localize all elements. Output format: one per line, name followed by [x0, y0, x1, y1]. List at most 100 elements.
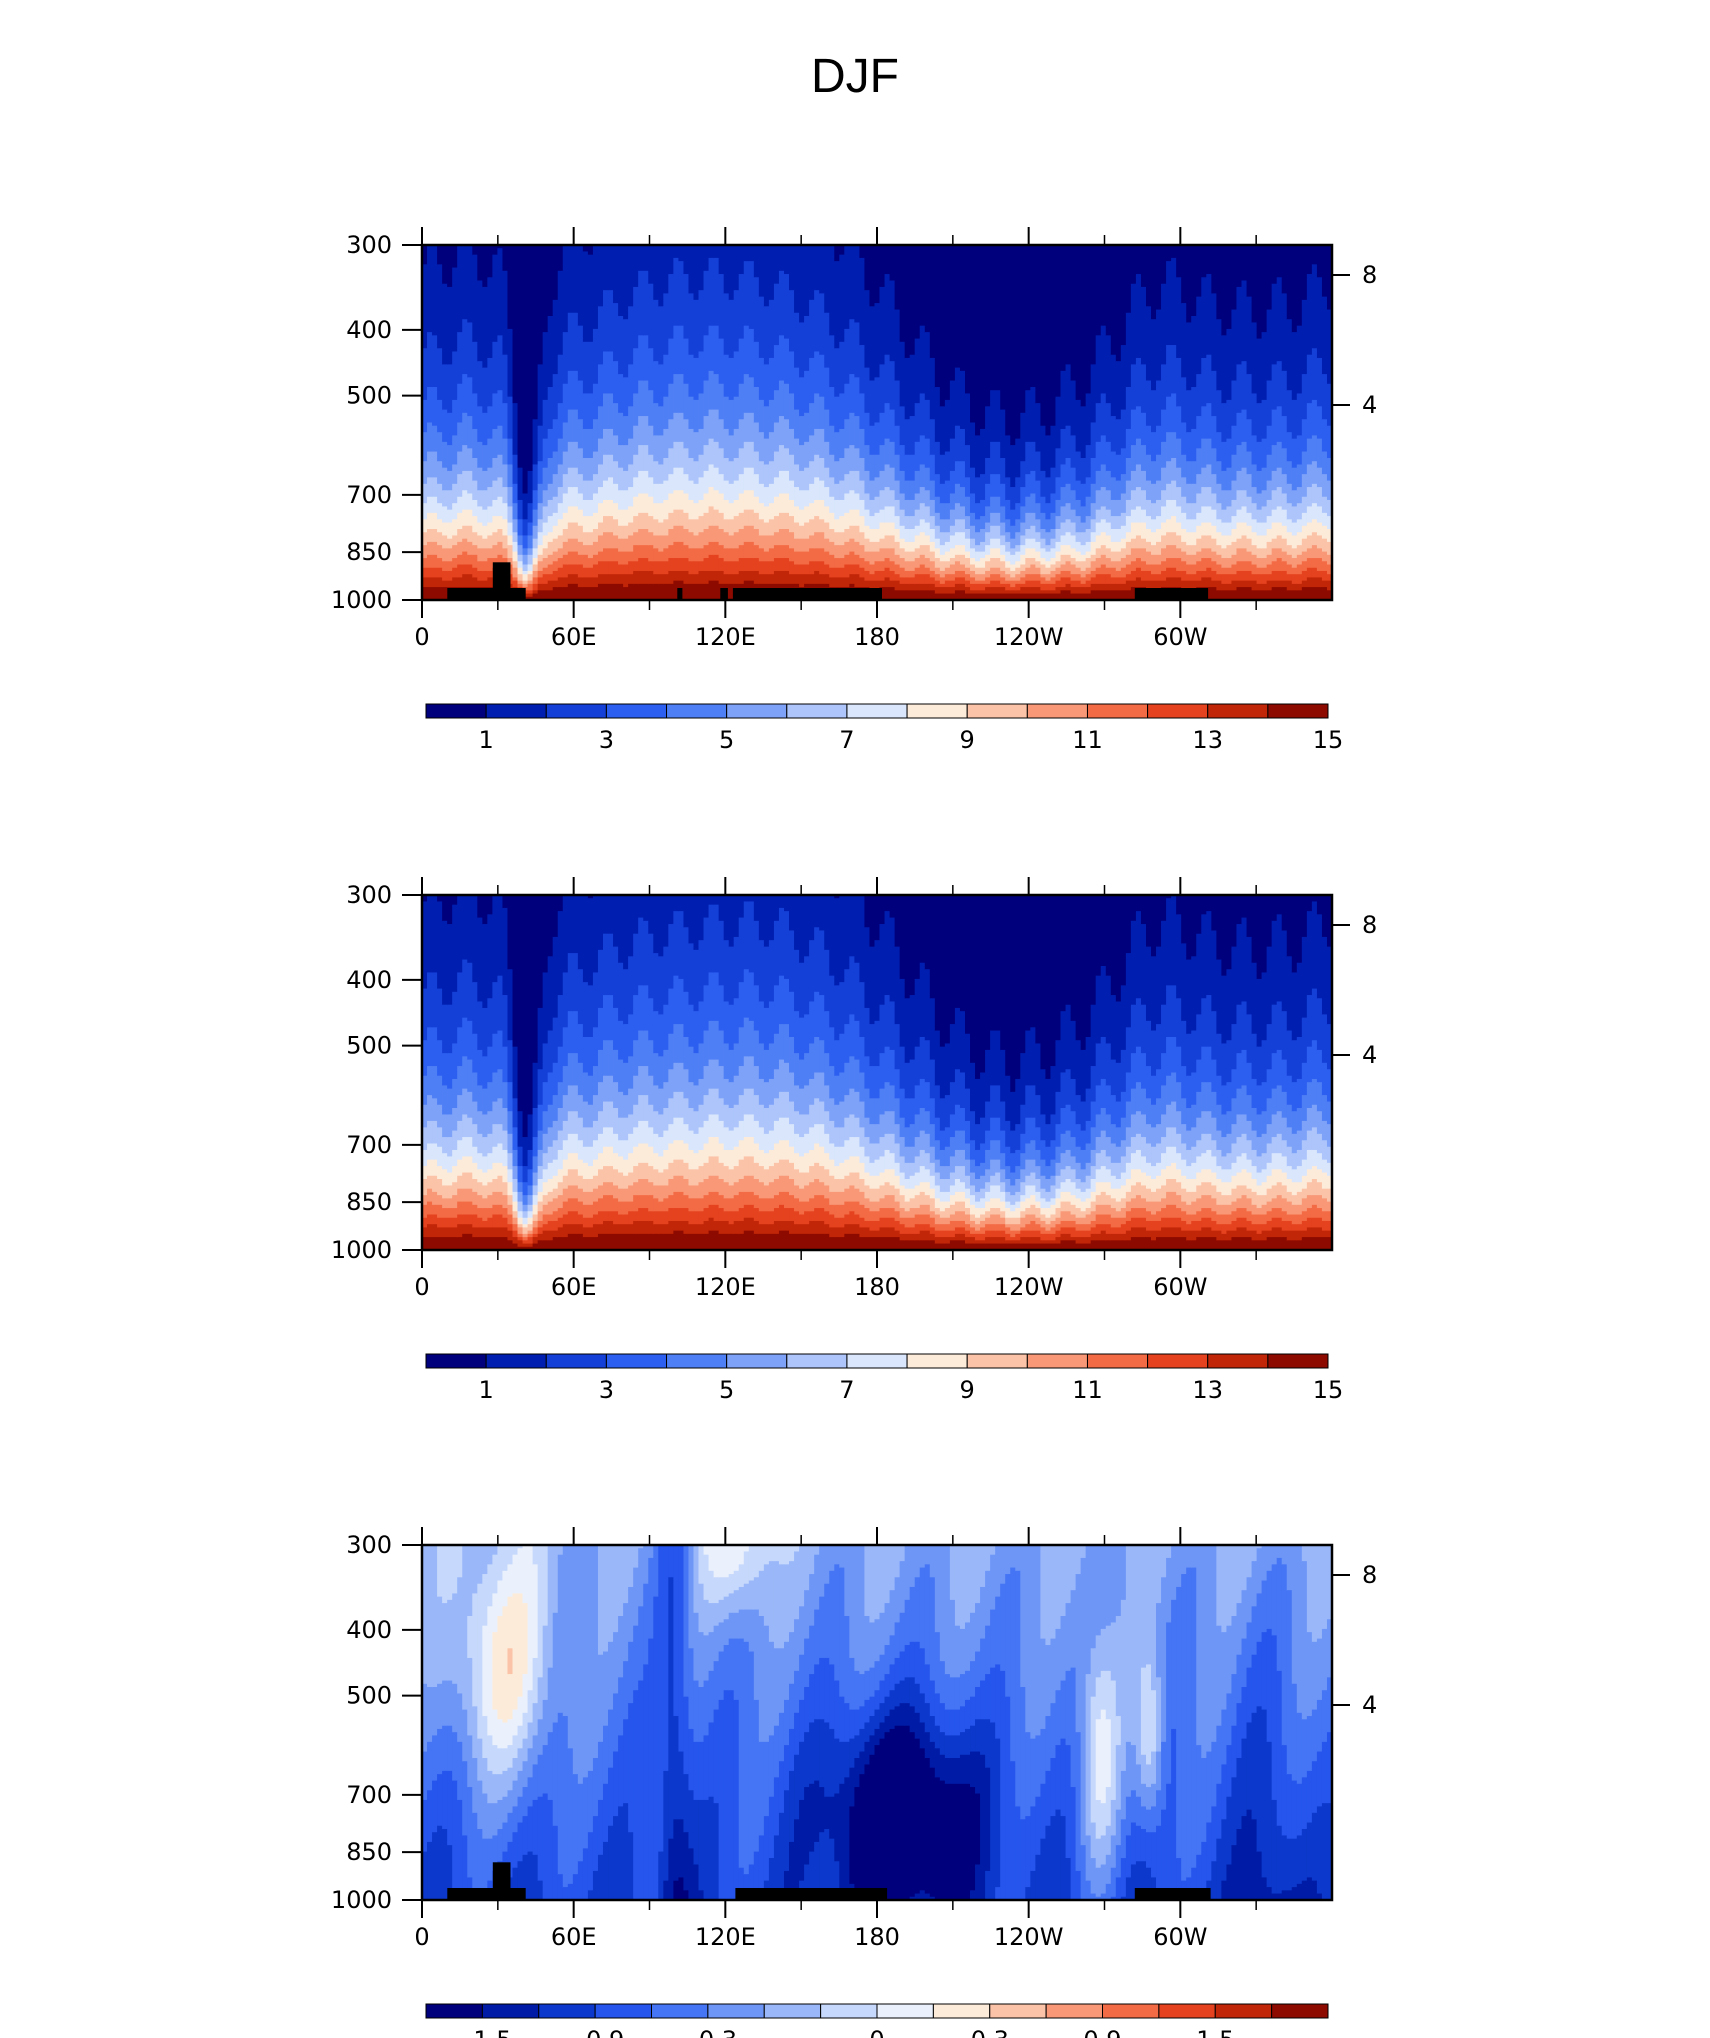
contour-cell — [437, 399, 443, 433]
contour-cell — [929, 1188, 936, 1199]
contour-cell — [437, 461, 443, 485]
contour-cell — [643, 1120, 649, 1145]
contour-cell — [537, 1104, 544, 1132]
contour-cell — [889, 535, 896, 549]
topography-mask — [677, 588, 683, 600]
contour-cell — [1140, 490, 1147, 511]
contour-cell — [653, 519, 659, 537]
contour-cell — [557, 1108, 564, 1132]
contour-cell — [683, 1220, 690, 1235]
contour-cell — [618, 551, 624, 566]
contour-cell — [532, 538, 539, 549]
contour-cell — [814, 991, 820, 1038]
contour-cell — [1110, 895, 1117, 996]
contour-cell — [608, 290, 614, 353]
contour-cell — [1085, 558, 1092, 569]
contour-cell — [854, 564, 861, 575]
contour-cell — [964, 1188, 971, 1199]
contour-cell — [1316, 535, 1323, 549]
contour-cell — [879, 286, 886, 365]
contour-cell — [990, 1140, 996, 1161]
contour-cell — [783, 338, 790, 385]
contour-cell — [995, 1085, 1001, 1119]
contour-cell — [432, 1159, 438, 1177]
contour-cell — [713, 541, 720, 556]
contour-cell — [678, 525, 685, 543]
contour-cell — [869, 1201, 876, 1212]
contour-cell — [447, 1198, 453, 1209]
contour-cell — [748, 1056, 755, 1090]
contour-cell — [1176, 1217, 1182, 1229]
contour-cell — [1055, 245, 1062, 398]
contour-cell — [1251, 590, 1258, 601]
contour-cell — [457, 1120, 463, 1141]
contour-cell — [904, 480, 911, 501]
contour-cell — [482, 490, 488, 511]
contour-cell — [1025, 548, 1031, 559]
contour-cell — [643, 1143, 649, 1164]
contour-cell — [693, 399, 700, 433]
contour-cell — [964, 1143, 971, 1161]
contour-cell — [1030, 1220, 1036, 1232]
contour-cell — [1030, 441, 1036, 472]
contour-cell — [587, 587, 594, 601]
contour-cell — [1105, 509, 1112, 524]
contour-cell — [743, 1204, 750, 1219]
contour-cell — [738, 512, 745, 530]
contour-cell — [829, 895, 835, 977]
contour-cell — [592, 474, 599, 495]
contour-cell — [1145, 580, 1152, 591]
contour-cell — [819, 1146, 825, 1167]
contour-cell — [482, 1137, 488, 1158]
contour-cell — [1145, 551, 1152, 566]
contour-cell — [1010, 1230, 1016, 1238]
contour-cell — [718, 274, 725, 340]
contour-cell — [869, 1024, 876, 1067]
contour-cell — [980, 1240, 986, 1245]
contour-cell — [1246, 580, 1253, 588]
contour-cell — [914, 338, 921, 404]
contour-cell — [427, 387, 433, 424]
contour-cell — [919, 1166, 926, 1183]
contour-cell — [1070, 1020, 1077, 1080]
contour-cell — [618, 509, 624, 527]
contour-cell — [975, 561, 981, 569]
contour-cell — [1196, 1156, 1202, 1174]
contour-cell — [1085, 587, 1092, 595]
contour-cell — [949, 1114, 956, 1138]
contour-cell — [889, 490, 896, 508]
contour-cell — [708, 895, 715, 906]
contour-cell — [1115, 570, 1122, 578]
contour-cell — [1216, 519, 1222, 533]
contour-cell — [778, 545, 785, 559]
contour-cell — [804, 506, 810, 524]
contour-cell — [703, 1143, 710, 1164]
contour-cell — [975, 1217, 981, 1225]
contour-cell — [1241, 587, 1248, 601]
contour-cell — [562, 1214, 569, 1225]
contour-cell — [623, 551, 629, 566]
contour-cell — [1010, 1091, 1016, 1132]
contour-cell — [472, 577, 478, 588]
contour-cell — [869, 1124, 876, 1145]
contour-cell — [733, 998, 740, 1045]
contour-cell — [597, 1198, 604, 1212]
contour-cell — [1015, 1149, 1021, 1167]
contour-cell — [1095, 1182, 1102, 1196]
contour-cell — [517, 545, 524, 556]
contour-cell — [628, 1014, 634, 1057]
contour-cell — [799, 377, 805, 417]
contour-cell — [688, 428, 695, 459]
contour-cell — [623, 1095, 629, 1119]
contour-cell — [427, 1188, 433, 1203]
contour-cell — [859, 345, 866, 395]
contour-cell — [638, 1143, 644, 1164]
contour-cell — [582, 567, 589, 579]
contour-cell — [532, 1204, 539, 1216]
contour-cell — [1000, 583, 1006, 588]
contour-cell — [613, 1133, 619, 1154]
contour-cell — [658, 503, 664, 524]
contour-cell — [874, 1020, 881, 1067]
contour-cell — [492, 1179, 499, 1193]
contour-cell — [768, 245, 775, 301]
